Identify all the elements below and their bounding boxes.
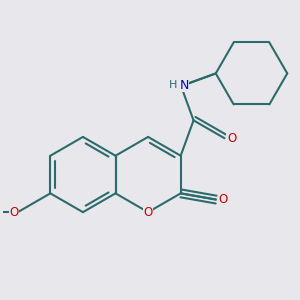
Text: O: O (227, 132, 236, 145)
Text: N: N (179, 79, 189, 92)
Text: H: H (169, 80, 177, 90)
Text: O: O (9, 206, 19, 219)
Text: O: O (143, 206, 153, 219)
Text: O: O (218, 193, 228, 206)
